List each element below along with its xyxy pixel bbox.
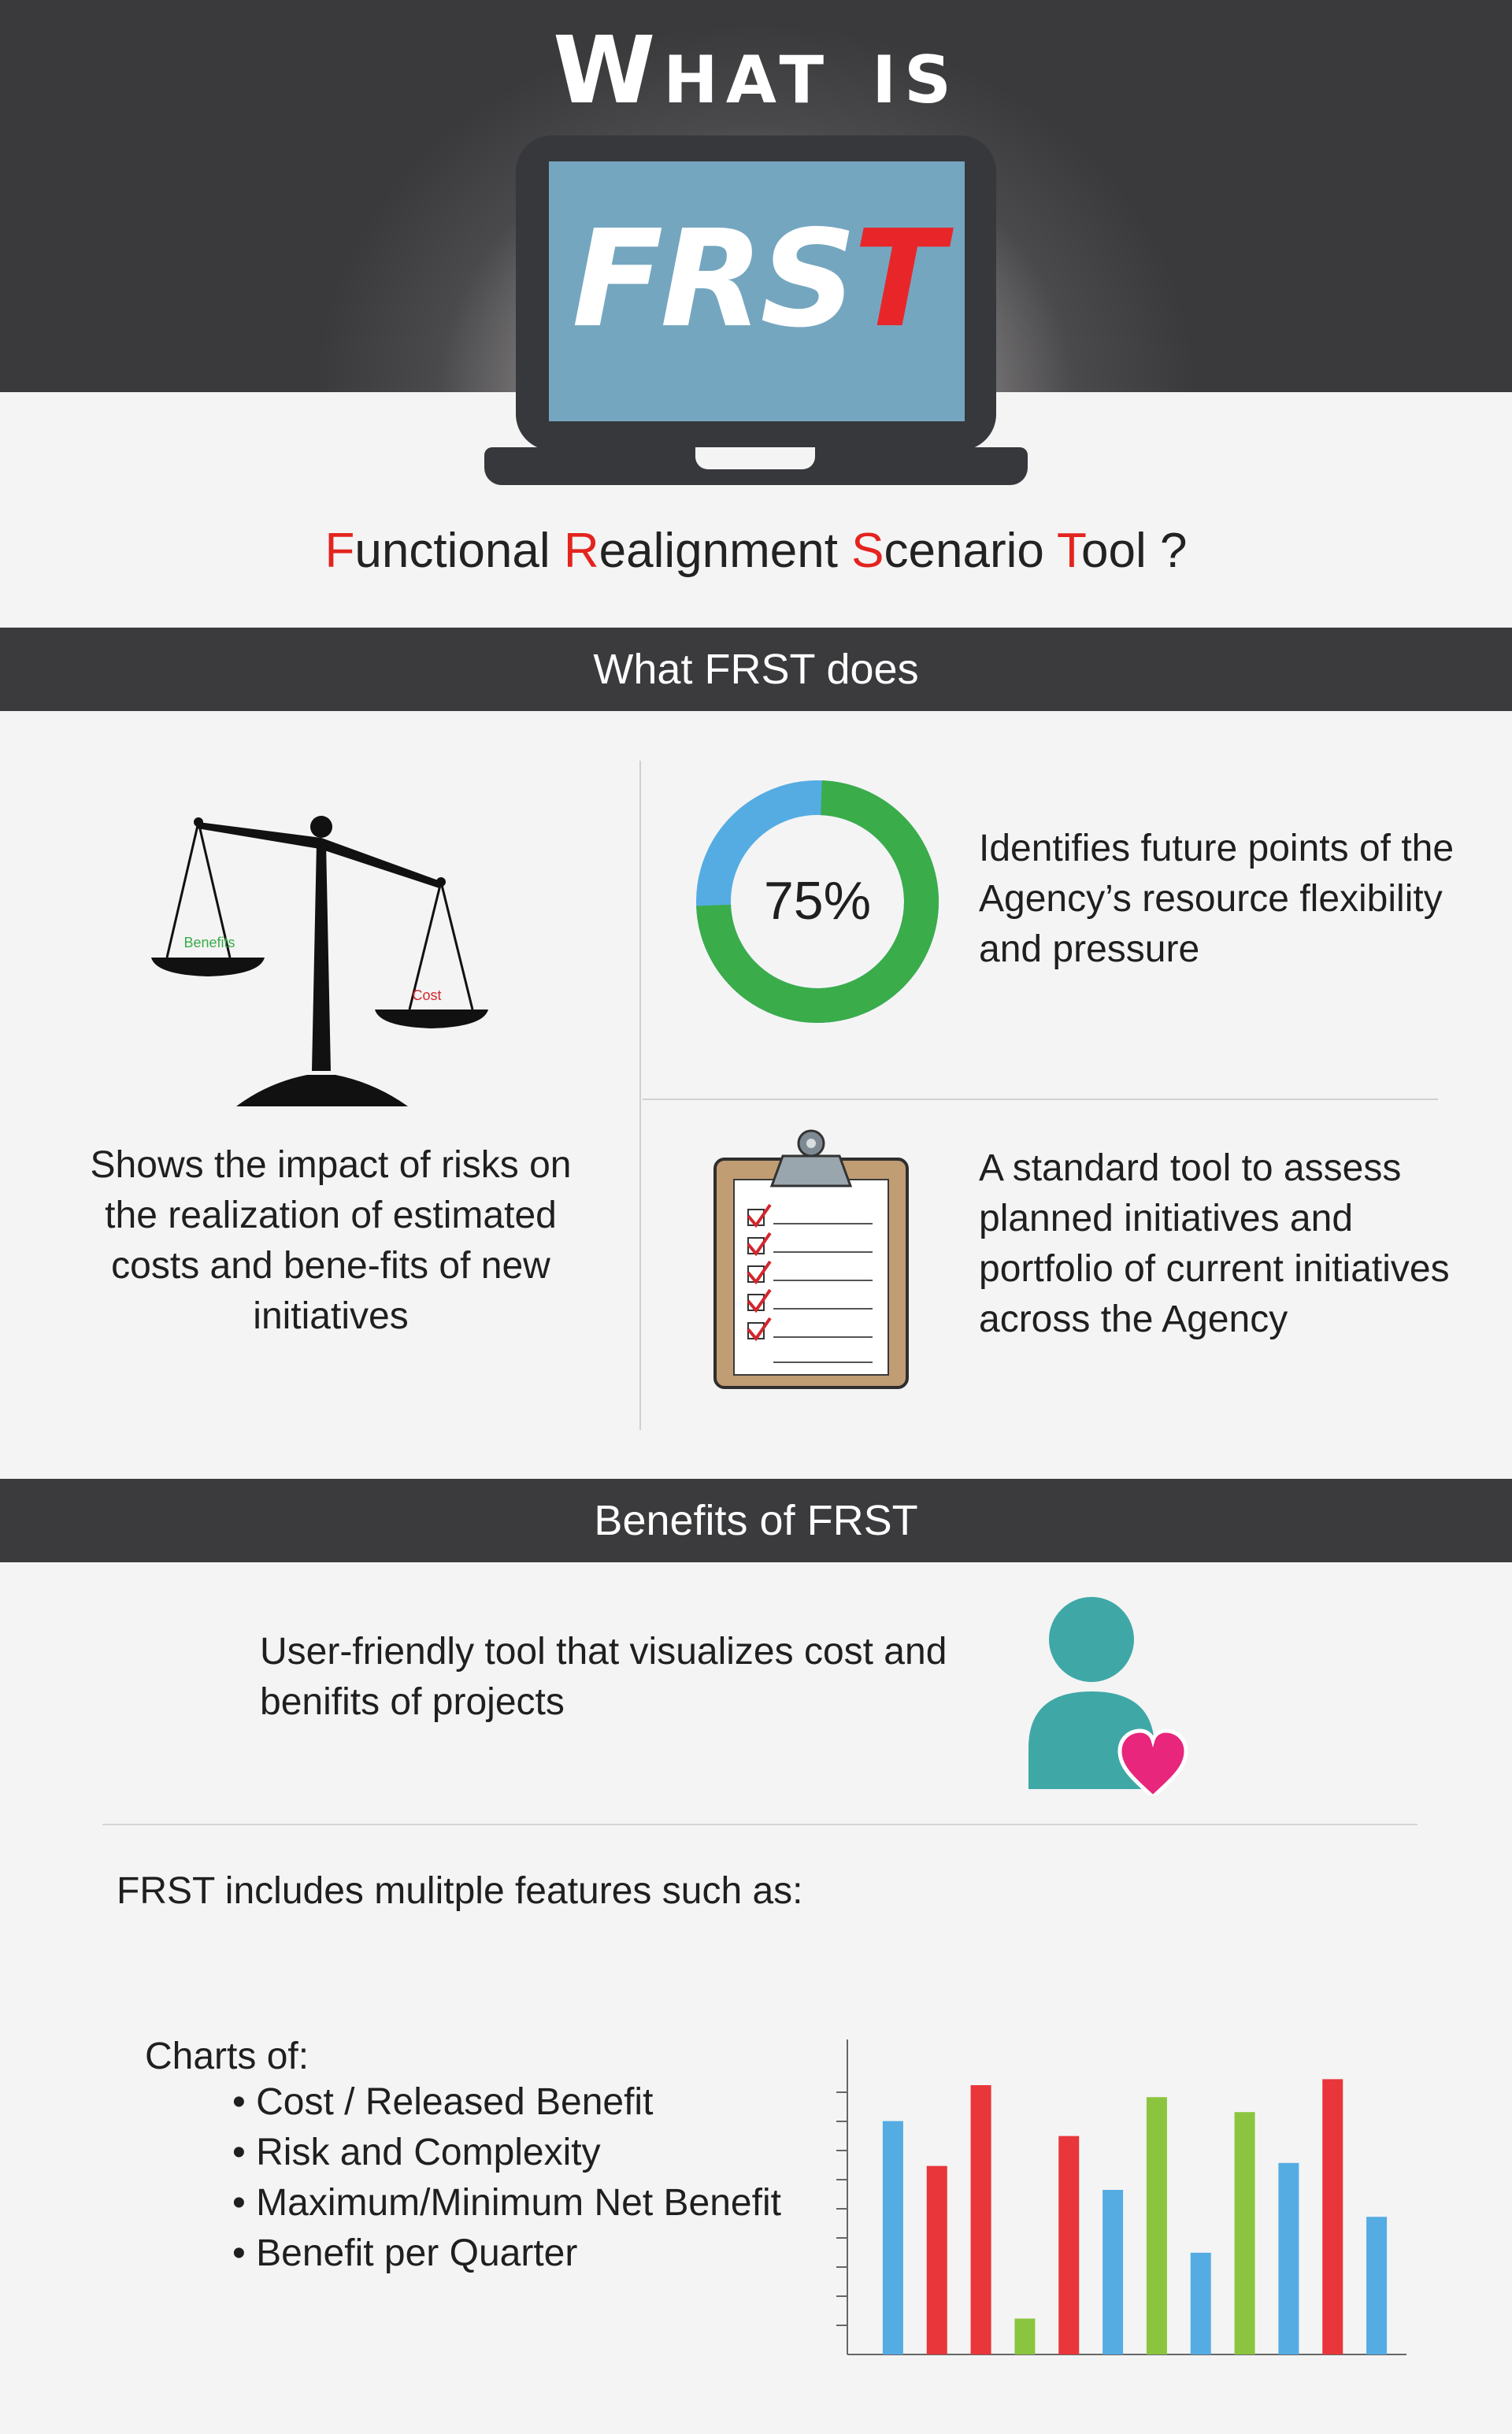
chart-bar [882,2121,903,2354]
subtitle-initial-f: F [324,524,355,578]
laptop-screen [549,161,965,421]
chart-bar [926,2165,947,2354]
chart-bar [1322,2079,1343,2354]
section-header-benefits: Benefits of FRST [0,1479,1512,1562]
subtitle-initial-s: S [851,524,884,578]
scale-cost-label: Cost [412,987,441,1003]
clipboard-checklist-icon [713,1129,909,1389]
vertical-divider [639,761,641,1430]
subtitle-word: ealignment [598,524,852,578]
list-item: Cost / Released Benefit [232,2077,862,2128]
hero-title: What is [553,16,959,124]
chart-bar [1366,2217,1388,2354]
page-subtitle: Functional Realignment Scenario Tool ? [0,520,1512,583]
section-header-what-frst-does: What FRST does [0,628,1512,711]
subtitle-initial-t: T [1056,524,1081,578]
heart-icon [1117,1728,1188,1795]
list-item: Maximum/Minimum Net Benefit [232,2178,862,2228]
benefits-divider [102,1824,1418,1825]
logo-red-part: T [853,202,945,358]
chart-bar [1102,2190,1124,2354]
chart-bar [1234,2112,1255,2354]
horizontal-divider [643,1098,1438,1100]
chart-bar [1014,2318,1036,2354]
risk-impact-text: Shows the impact of risks on the realiza… [90,1144,572,1337]
list-item: Risk and Complexity [232,2128,862,2178]
chart-bar [1146,2097,1167,2354]
subtitle-word: ool ? [1080,524,1188,578]
laptop-notch [695,447,815,469]
chart-bar [970,2085,991,2354]
list-item: Benefit per Quarter [232,2228,862,2279]
chart-bar [1190,2252,1211,2354]
progress-donut [696,780,939,1023]
bar-chart [836,2039,1406,2355]
subtitle-word: cenario [884,524,1057,578]
chart-features-list: Cost / Released Benefit Risk and Complex… [232,2077,862,2279]
resource-flexibility-text: Identifies future points of the Agency’s… [979,828,1455,970]
logo-white-part: FRS [572,202,856,358]
chart-bar [1058,2136,1080,2354]
user-heart-icon [1028,1597,1188,1795]
donut-percentage: 75% [763,871,872,931]
charts-of-label: Charts of: [145,2036,309,2077]
chart-bar [1278,2162,1299,2354]
assessment-tool-text: A standard tool to assess planned initia… [979,1147,1450,1340]
donut-filled-arc [696,780,939,1023]
subtitle-initial-r: R [563,524,599,578]
features-intro-text: FRST includes mulitple features such as: [117,1870,803,1912]
subtitle-word: unctional [354,524,564,578]
user-friendly-text: User-friendly tool that visualizes cost … [260,1631,947,1723]
balance-scale-icon: Benefits Cost [151,816,488,1106]
scale-benefits-label: Benefits [183,935,235,950]
frst-logo: FRST [549,209,965,350]
chart-bars [882,2079,1388,2354]
user-head [1049,1597,1134,1682]
